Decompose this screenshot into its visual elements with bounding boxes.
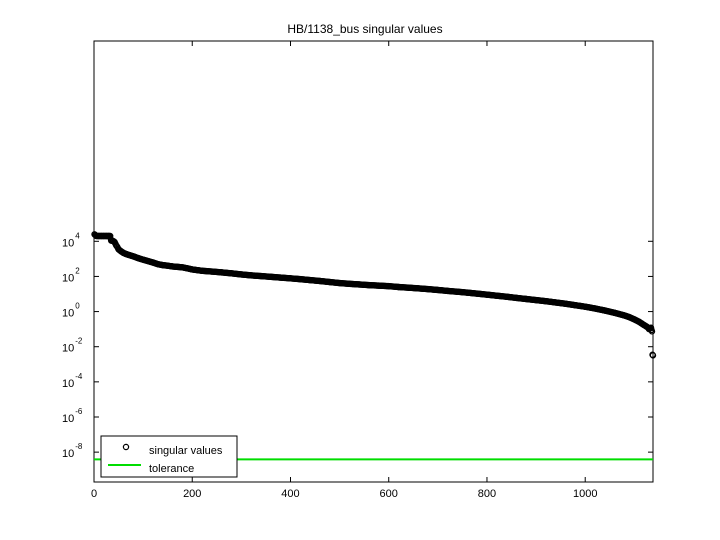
- y-tick-label: 10-8: [62, 442, 83, 460]
- x-tick-label: 1000: [573, 488, 597, 500]
- data-point: [647, 324, 654, 332]
- x-tick-label: 400: [281, 488, 299, 500]
- x-tick-label: 200: [183, 488, 201, 500]
- plot-area: [93, 40, 654, 483]
- y-tick-label: 102: [62, 266, 80, 284]
- legend: singular values tolerance: [100, 435, 238, 478]
- y-tick-label: 100: [62, 302, 80, 320]
- legend-label-singular-values: singular values: [149, 445, 223, 457]
- x-tick-label: 800: [478, 488, 496, 500]
- y-tick-label: 104: [62, 231, 80, 249]
- data-point: [649, 352, 657, 359]
- singular-values-series: [91, 231, 657, 359]
- y-tick-label: 10-4: [62, 372, 83, 390]
- legend-marker-singular-values: [122, 443, 130, 451]
- x-tick-label: 600: [380, 488, 398, 500]
- legend-box: [100, 435, 238, 478]
- y-tick-label: 10-2: [62, 337, 83, 355]
- legend-label-tolerance: tolerance: [149, 463, 194, 475]
- data-point: [106, 232, 113, 240]
- y-tick-label: 10-6: [62, 407, 83, 425]
- x-tick-label: 0: [91, 488, 97, 500]
- chart-title: HB/1138_bus singular values: [287, 22, 442, 36]
